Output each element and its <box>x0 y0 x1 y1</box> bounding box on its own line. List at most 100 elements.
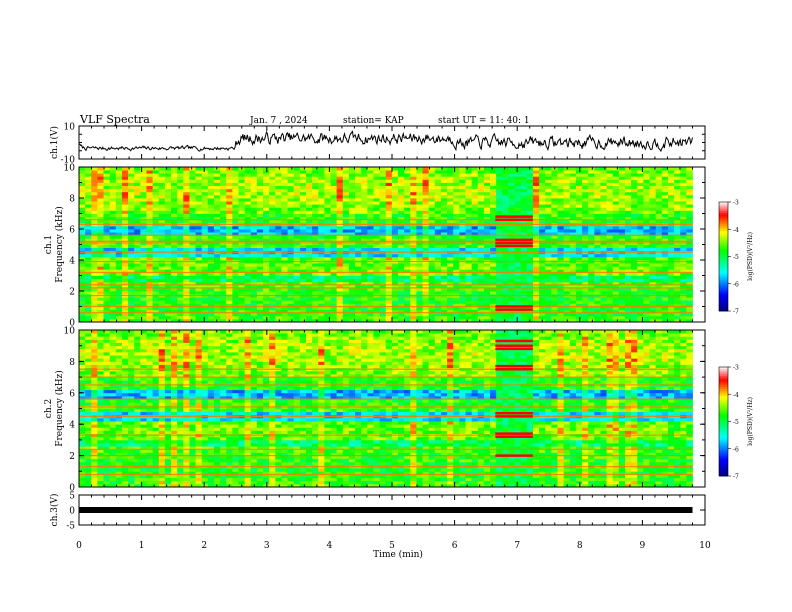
ch1-spec-cell <box>256 318 264 323</box>
ch1-spec-cell <box>281 269 288 273</box>
ch1-spec-cell <box>361 247 368 252</box>
ch1-spec-cell <box>539 207 546 211</box>
ch1-spec-cell <box>263 281 270 286</box>
ch1-spec-cell <box>625 194 632 199</box>
ch1-spec-cell <box>201 191 209 196</box>
ch1-spec-cell <box>637 188 644 193</box>
ch1-spec-cell <box>232 229 239 233</box>
ch1-spec-cell <box>447 272 454 276</box>
ch1-spec-cell <box>269 266 276 270</box>
ch1-spec-cell <box>91 210 98 214</box>
ch1-spec-cell <box>336 303 344 307</box>
ch1-spec-cell <box>201 312 209 317</box>
ch1-spec-cell <box>336 216 344 221</box>
ch1-spec-cell <box>348 256 356 261</box>
ch1-spec-cell <box>582 318 589 323</box>
ch1-spec-cell <box>526 272 534 276</box>
ch1-spec-cell <box>183 312 190 317</box>
ch1-spec-cell <box>404 185 411 190</box>
ch1-spec-cell <box>213 179 221 183</box>
ch1-spec-cell <box>207 194 215 199</box>
ch1-spec-cell <box>244 303 252 307</box>
ch1-spec-cell <box>226 229 233 233</box>
ch1-spec-cell <box>588 266 595 270</box>
ch1-spec-cell <box>244 216 252 221</box>
ch1-spec-cell <box>85 219 92 224</box>
ch1-spec-cell <box>232 188 239 193</box>
ch1-spec-cell <box>661 278 669 283</box>
ch1-spec-cell <box>232 219 239 224</box>
ch1-spec-cell <box>655 173 663 177</box>
ch1-spec-cell <box>410 198 417 202</box>
ch1-spec-cell <box>447 194 454 199</box>
ch1-spec-cell <box>428 235 436 239</box>
ch1-spec-cell <box>85 309 92 314</box>
ch1-spec-cell <box>213 194 221 199</box>
ch1-spec-cell <box>539 182 546 186</box>
ch1-spec-cell <box>79 179 86 183</box>
ch1-spec-cell <box>631 173 638 177</box>
ch1-spec-cell <box>361 201 368 205</box>
ch1-spec-cell <box>404 173 411 177</box>
ch1-spec-cell <box>459 210 466 214</box>
ch1-spec-cell <box>79 238 86 242</box>
ch1-spec-cell <box>625 191 632 196</box>
ch1-spec-cell <box>391 275 399 279</box>
ch1-spec-cell <box>582 179 589 183</box>
ch1-spec-cell <box>539 309 546 314</box>
ch1-spec-cell <box>134 253 141 258</box>
ch1-spec-cell <box>128 287 135 292</box>
ch1-spec-cell <box>453 266 460 270</box>
ch1-spec-cell <box>416 318 423 323</box>
ch1-spec-cell <box>281 291 288 295</box>
ch1-spec-cell <box>348 278 356 283</box>
ch1-spec-cell <box>263 312 270 317</box>
ch1-spec-cell <box>459 235 466 239</box>
ch1-spec-cell <box>97 284 104 289</box>
ch1-spec-cell <box>164 284 172 289</box>
ch1-spec-cell <box>434 297 442 301</box>
ch1-spec-cell <box>220 167 227 171</box>
ch1-spec-cell <box>91 278 98 283</box>
ch1-spec-cell <box>588 219 595 224</box>
ch1-spec-cell <box>379 275 387 279</box>
ch1-spec-cell <box>637 303 644 307</box>
ch1-spec-cell <box>490 204 497 208</box>
ch1-spec-cell <box>440 247 448 252</box>
ch1-spec-cell <box>575 225 583 230</box>
ch1-spec-cell <box>674 306 681 310</box>
ch1-spec-cell <box>312 297 319 301</box>
ch1-spec-cell <box>189 213 196 217</box>
ch1-spec-cell <box>85 297 92 301</box>
ch1-spec-cell <box>293 213 301 217</box>
ch1-spec-cell <box>128 182 135 186</box>
ch1-spec-cell <box>434 167 442 171</box>
ch1-spec-cell <box>330 167 338 171</box>
ch1-spec-cell <box>115 266 123 270</box>
ch1-spec-cell <box>600 263 607 267</box>
ch1-spec-cell <box>631 303 638 307</box>
ch1-spec-cell <box>483 204 491 208</box>
ch1-spec-cell <box>152 185 160 190</box>
ch1-spec-cell <box>152 303 160 307</box>
ch1-spec-cell <box>483 194 491 199</box>
ch1-spec-cell <box>305 194 313 199</box>
ch1-spec-cell <box>238 232 246 236</box>
ch1-spec-cell <box>226 272 233 276</box>
ch1-spec-cell <box>275 291 282 295</box>
ch1-spec-cell <box>453 198 460 202</box>
ch1-spec-cell <box>526 309 534 314</box>
ch1-spec-cell <box>140 170 147 174</box>
ch1-spec-cell <box>305 176 313 180</box>
ch1-spec-cell <box>385 238 393 242</box>
ch1-spec-cell <box>404 244 411 248</box>
ch1-spec-cell <box>588 170 595 174</box>
ch1-spec-cell <box>367 281 374 286</box>
ch1-spec-cell <box>220 312 227 317</box>
ch1-spec-cell <box>158 287 166 292</box>
ch1-spec-cell <box>263 216 270 221</box>
ch1-spec-cell <box>502 309 509 314</box>
ch1-spec-cell <box>348 287 356 292</box>
ch1-spec-cell <box>183 170 190 174</box>
ch1-spec-cell <box>269 238 276 242</box>
